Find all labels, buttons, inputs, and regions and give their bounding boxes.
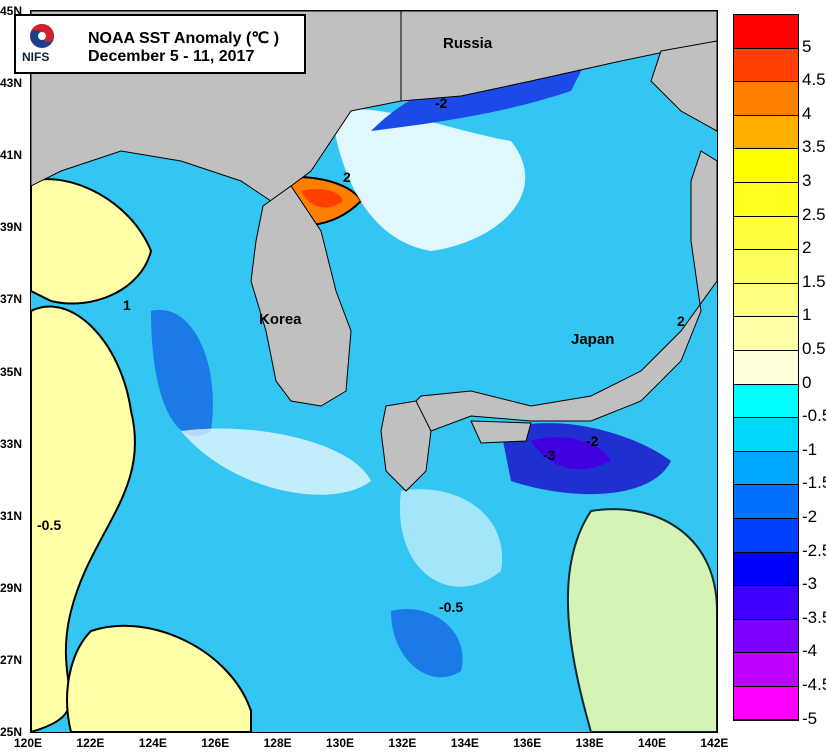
colorbar-swatch [734, 15, 798, 49]
colorbar-label: 4 [802, 103, 812, 123]
anomaly-fields [31, 11, 717, 732]
label-russia: Russia [443, 35, 493, 52]
korea-land [250, 185, 352, 407]
colorbar [733, 14, 799, 722]
colorbar-swatch [734, 149, 798, 183]
colorbar-swatch [734, 619, 798, 654]
colorbar-swatch [734, 82, 798, 116]
contour-label: -2 [586, 433, 599, 449]
colorbar-label: 1.5 [802, 271, 826, 291]
lat-tick-label: 33N [0, 436, 23, 451]
colorbar-swatch [734, 518, 798, 553]
lat-tick-label: 43N [0, 76, 23, 91]
colorbar-swatch [734, 485, 798, 519]
colorbar-label: 3 [802, 171, 812, 190]
lat-tick-label: 45N [0, 4, 23, 18]
lat-tick-label: 39N [0, 220, 23, 235]
lat-tick-label: 41N [0, 148, 23, 163]
logo-text: NIFS [22, 50, 50, 64]
lon-tick-label: 136E [513, 736, 542, 750]
date-range: December 5 - 11, 2017 [88, 48, 255, 65]
lon-tick-label: 134E [450, 736, 479, 750]
colorbar-swatch [734, 686, 798, 721]
colorbar-label: 2 [802, 238, 812, 258]
colorbar-label: -3 [802, 574, 818, 594]
colorbar-swatch [734, 653, 798, 687]
colorbar-label: 5 [802, 36, 812, 56]
contour-label: 2 [343, 169, 351, 185]
russia-land [400, 11, 717, 102]
lat-tick-label: 37N [0, 292, 23, 307]
label-japan: Japan [571, 331, 615, 348]
colorbar-label: -3.5 [802, 607, 826, 627]
colorbar-swatch [734, 350, 798, 385]
colorbar-label: 0.5 [802, 339, 826, 358]
colorbar-swatch [734, 418, 798, 452]
shikoku-land [470, 420, 532, 444]
colorbar-swatch [734, 182, 798, 217]
lat-tick-label: 27N [0, 652, 23, 667]
contour-label: -0.5 [37, 517, 62, 533]
colorbar-swatch [734, 115, 798, 150]
colorbar-label: 3.5 [802, 137, 826, 157]
colorbar-label: 1 [802, 305, 812, 325]
lon-tick-label: 126E [201, 736, 230, 750]
colorbar-swatch [734, 283, 798, 318]
lon-tick-label: 140E [638, 736, 667, 750]
contour-label: -0.5 [439, 599, 464, 615]
colorbar-swatch [734, 317, 798, 351]
contour-label: 2 [677, 313, 685, 329]
contour-label: -3 [543, 447, 556, 463]
lon-tick-label: 122E [76, 736, 105, 750]
sst-anomaly-map: Russia Korea Japan -2 2 -3 -2 -0.5 1 -0.… [30, 10, 718, 733]
colorbar-swatch [734, 384, 798, 419]
lon-tick-label: 130E [326, 736, 355, 750]
lon-tick-label: 142E [700, 736, 729, 750]
colorbar-label: -4 [802, 641, 818, 661]
contour-label: -2 [435, 95, 448, 111]
label-korea: Korea [259, 311, 302, 328]
colorbar-label: -0.5 [802, 406, 826, 426]
colorbar-label: -1.5 [802, 473, 826, 493]
map-title: NOAA SST Anomaly (℃ ) [88, 30, 280, 47]
colorbar-swatch [734, 552, 798, 587]
colorbar-label: -1 [802, 439, 818, 459]
colorbar-label: 2.5 [802, 204, 826, 224]
colorbar-swatch [734, 250, 798, 284]
lon-tick-label: 132E [388, 736, 417, 750]
lat-tick-label: 35N [0, 364, 23, 379]
colorbar-label: -5 [802, 708, 818, 728]
colorbar-swatch [734, 586, 798, 620]
lon-tick-label: 128E [263, 736, 292, 750]
colorbar-label: -2 [802, 507, 818, 526]
colorbar-swatch [734, 216, 798, 251]
hokkaido-land [650, 40, 717, 132]
legend-box: NIFS NOAA SST Anomaly (℃ ) December 5 - … [14, 14, 306, 74]
lon-tick-label: 124E [138, 736, 167, 750]
lat-tick-label: 25N [0, 725, 23, 739]
map-svg [31, 11, 717, 732]
kyushu-land [380, 400, 432, 492]
contour-label: 1 [123, 297, 131, 313]
lat-tick-label: 29N [0, 580, 23, 595]
lon-tick-label: 138E [575, 736, 604, 750]
colorbar-label: -4.5 [802, 675, 826, 694]
colorbar-swatch [734, 451, 798, 486]
colorbar-swatch [734, 48, 798, 83]
colorbar-label: 0 [802, 372, 812, 392]
lat-tick-label: 31N [0, 508, 23, 523]
colorbar-label: 4.5 [802, 70, 826, 90]
lon-tick-label: 120E [14, 736, 43, 750]
colorbar-label: -2.5 [802, 540, 826, 560]
nifs-logo-icon [30, 24, 54, 48]
